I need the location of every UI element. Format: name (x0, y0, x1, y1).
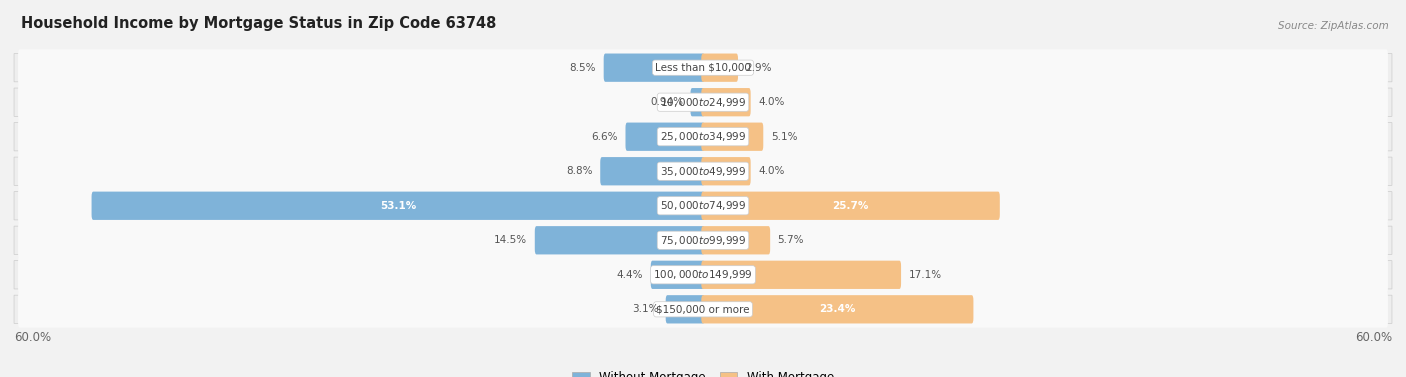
Text: 0.94%: 0.94% (650, 97, 683, 107)
FancyBboxPatch shape (18, 222, 1388, 259)
FancyBboxPatch shape (651, 261, 704, 289)
Text: 8.5%: 8.5% (569, 63, 596, 73)
FancyBboxPatch shape (14, 123, 1392, 151)
Text: 60.0%: 60.0% (14, 331, 51, 344)
Text: 5.1%: 5.1% (770, 132, 797, 142)
Text: $10,000 to $24,999: $10,000 to $24,999 (659, 96, 747, 109)
FancyBboxPatch shape (14, 261, 1392, 289)
FancyBboxPatch shape (18, 153, 1388, 190)
Text: $150,000 or more: $150,000 or more (657, 304, 749, 314)
FancyBboxPatch shape (603, 54, 704, 82)
FancyBboxPatch shape (702, 88, 751, 116)
Text: 8.8%: 8.8% (567, 166, 593, 176)
Text: Household Income by Mortgage Status in Zip Code 63748: Household Income by Mortgage Status in Z… (21, 16, 496, 31)
FancyBboxPatch shape (18, 84, 1388, 121)
Text: $75,000 to $99,999: $75,000 to $99,999 (659, 234, 747, 247)
Text: 60.0%: 60.0% (1355, 331, 1392, 344)
FancyBboxPatch shape (626, 123, 704, 151)
FancyBboxPatch shape (14, 226, 1392, 254)
FancyBboxPatch shape (14, 157, 1392, 185)
FancyBboxPatch shape (702, 295, 973, 323)
Text: 4.4%: 4.4% (617, 270, 644, 280)
Text: 3.1%: 3.1% (631, 304, 658, 314)
FancyBboxPatch shape (14, 295, 1392, 323)
Text: Less than $10,000: Less than $10,000 (655, 63, 751, 73)
FancyBboxPatch shape (702, 157, 751, 185)
Text: 6.6%: 6.6% (592, 132, 619, 142)
Text: 5.7%: 5.7% (778, 235, 804, 245)
FancyBboxPatch shape (18, 291, 1388, 328)
FancyBboxPatch shape (18, 256, 1388, 293)
Text: 53.1%: 53.1% (380, 201, 416, 211)
Text: 17.1%: 17.1% (908, 270, 942, 280)
Text: $25,000 to $34,999: $25,000 to $34,999 (659, 130, 747, 143)
FancyBboxPatch shape (91, 192, 704, 220)
FancyBboxPatch shape (665, 295, 704, 323)
Text: Source: ZipAtlas.com: Source: ZipAtlas.com (1278, 21, 1389, 31)
Text: 4.0%: 4.0% (758, 166, 785, 176)
Text: 25.7%: 25.7% (832, 201, 869, 211)
FancyBboxPatch shape (14, 54, 1392, 82)
FancyBboxPatch shape (690, 88, 704, 116)
FancyBboxPatch shape (534, 226, 704, 254)
Text: $35,000 to $49,999: $35,000 to $49,999 (659, 165, 747, 178)
FancyBboxPatch shape (18, 49, 1388, 86)
FancyBboxPatch shape (18, 187, 1388, 224)
FancyBboxPatch shape (14, 88, 1392, 116)
FancyBboxPatch shape (702, 123, 763, 151)
FancyBboxPatch shape (600, 157, 704, 185)
FancyBboxPatch shape (702, 261, 901, 289)
FancyBboxPatch shape (18, 118, 1388, 155)
FancyBboxPatch shape (702, 54, 738, 82)
Text: 23.4%: 23.4% (820, 304, 855, 314)
Text: $50,000 to $74,999: $50,000 to $74,999 (659, 199, 747, 212)
Text: $100,000 to $149,999: $100,000 to $149,999 (654, 268, 752, 281)
Text: 14.5%: 14.5% (494, 235, 527, 245)
Text: 4.0%: 4.0% (758, 97, 785, 107)
FancyBboxPatch shape (14, 192, 1392, 220)
FancyBboxPatch shape (702, 226, 770, 254)
FancyBboxPatch shape (702, 192, 1000, 220)
Legend: Without Mortgage, With Mortgage: Without Mortgage, With Mortgage (567, 366, 839, 377)
Text: 2.9%: 2.9% (745, 63, 772, 73)
